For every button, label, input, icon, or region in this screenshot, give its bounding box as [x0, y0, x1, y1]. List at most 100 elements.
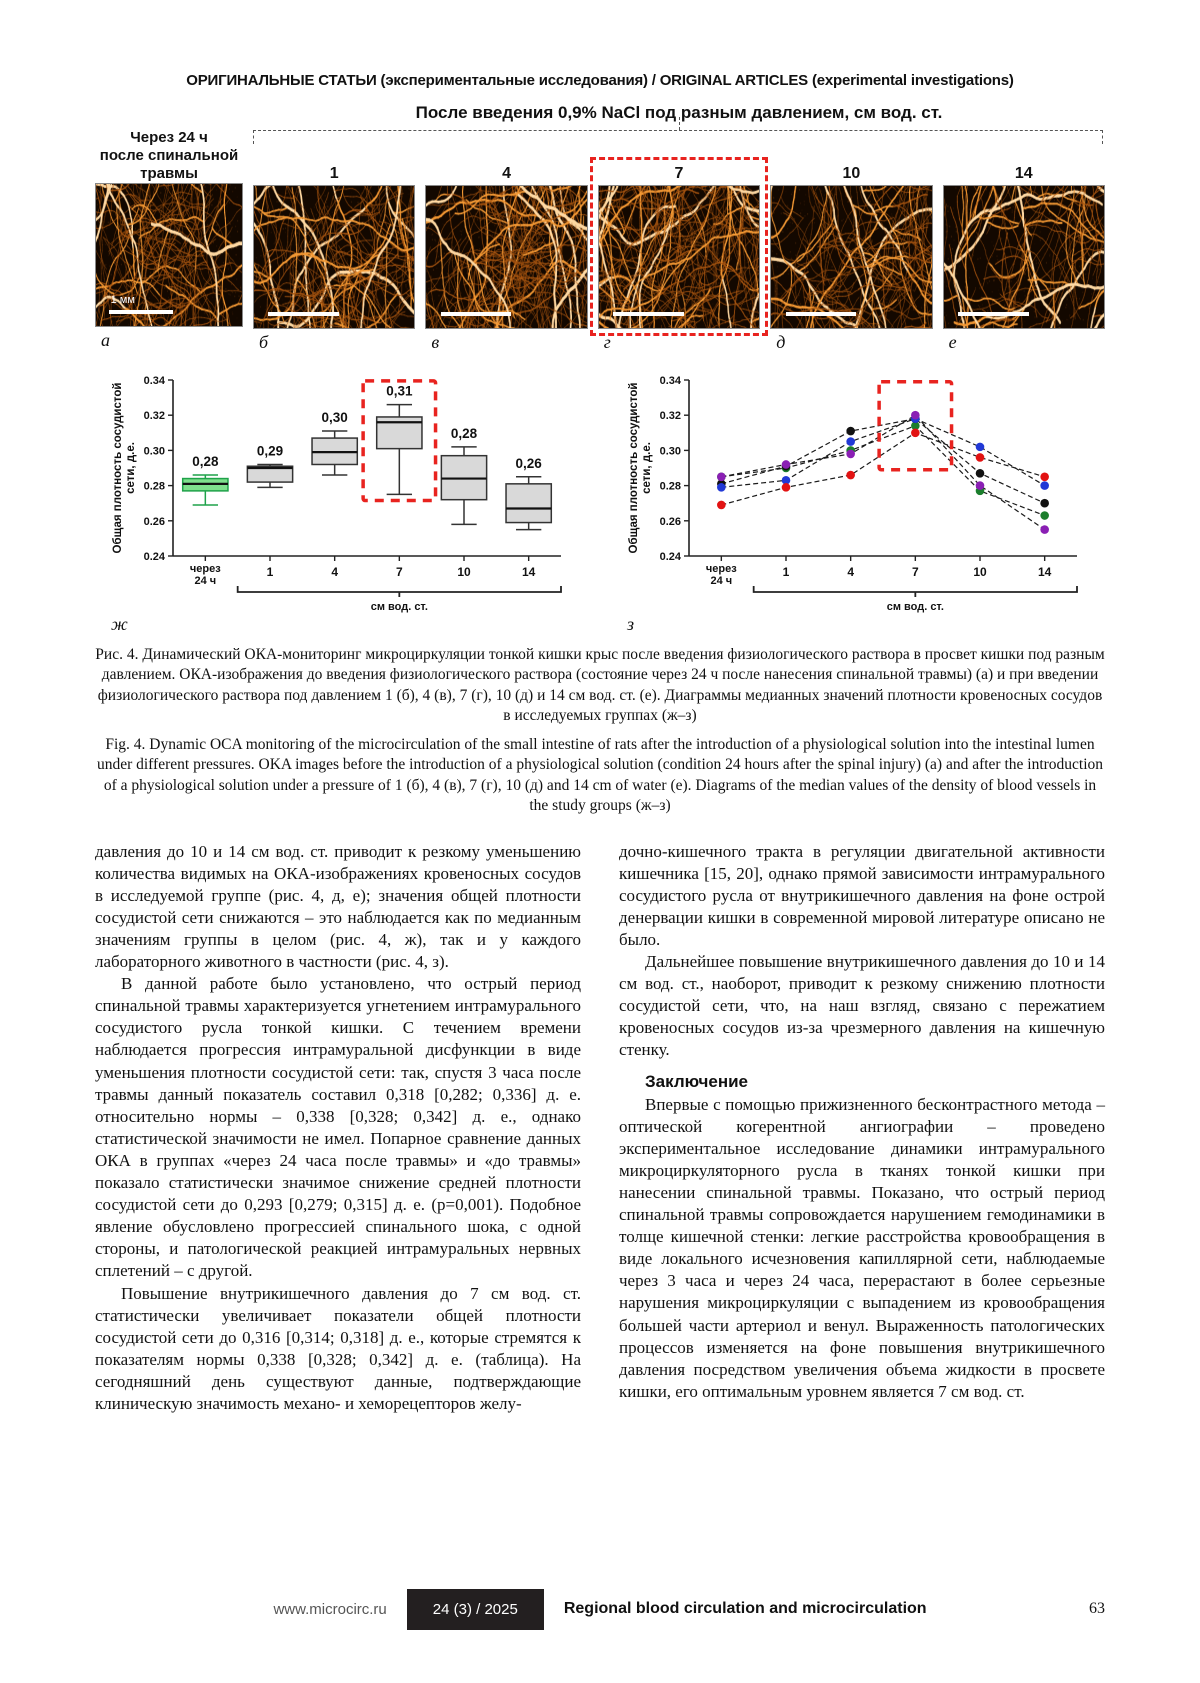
svg-text:0.28: 0.28 [660, 481, 681, 493]
svg-text:4: 4 [847, 565, 854, 579]
individual-lines-panel: 0.24 0.26 0.28 0.30 0.32 0.34 через 24 ч 1 4 7 10 14… [623, 366, 1093, 635]
pressure-label-1: 1 [329, 165, 339, 182]
panel-v-column: 4 в [425, 127, 588, 356]
svg-text:0,31: 0,31 [386, 384, 413, 399]
panel-d-column: 10 д [770, 127, 933, 356]
svg-text:1: 1 [783, 565, 790, 579]
oca-image-7 [597, 185, 761, 329]
svg-text:Общая плотность сосудистойсети: Общая плотность сосудистойсети, д.е. [112, 383, 137, 554]
figure-caption-english: Fig. 4. Dynamic OCA monitoring of the mi… [96, 735, 1104, 815]
figure-caption-russian: Рис. 4. Динамический ОКА-мониторинг микр… [95, 646, 1105, 725]
body-paragraph: давления до 10 и 14 см вод. ст. приводит… [95, 841, 581, 972]
figure-4-image-strip: После введения 0,9% NaCl под разным давл… [95, 103, 1105, 356]
body-paragraph: В данной работе было установлено, что ос… [95, 974, 581, 1281]
svg-text:0.34: 0.34 [144, 375, 166, 387]
panel-letter-a: а [101, 330, 110, 350]
panel-letter-e: е [948, 332, 957, 352]
panel-b-column: 1 б [253, 127, 416, 356]
oca-image-14 [942, 185, 1105, 329]
pressure-brace-stem [678, 117, 680, 130]
svg-text:0,29: 0,29 [257, 443, 283, 458]
svg-text:0.30: 0.30 [144, 445, 165, 457]
panel-e-column: 14 е [942, 127, 1105, 356]
page-number: 63 [1089, 1600, 1105, 1617]
body-paragraph: Впервые с помощью прижизненного бесконтр… [619, 1094, 1105, 1401]
svg-text:0.32: 0.32 [660, 410, 681, 422]
svg-text:0.34: 0.34 [660, 375, 682, 387]
oca-image-1 [253, 185, 416, 329]
oca-angiography-canvas [254, 186, 415, 328]
svg-text:0.28: 0.28 [144, 481, 165, 493]
svg-text:4: 4 [331, 565, 338, 579]
oca-angiography-canvas [771, 186, 932, 328]
body-paragraph: Дальнейшее повышение внутрикишечного дав… [619, 952, 1105, 1060]
baseline-label-line: Через 24 ч [130, 129, 208, 146]
svg-text:24 ч: 24 ч [710, 575, 732, 587]
body-paragraph: дочно-кишечного тракта в регуляции двига… [619, 841, 1105, 949]
panel-g-column-highlighted: 7 г [589, 127, 769, 356]
issue-badge: 24 (3) / 2025 [406, 1588, 544, 1630]
journal-title: Regional blood circulation and microcirc… [563, 1600, 927, 1617]
pressure-label-7: 7 [674, 165, 684, 182]
svg-text:0.32: 0.32 [144, 410, 165, 422]
scale-bar [440, 312, 512, 316]
svg-text:0,28: 0,28 [451, 426, 478, 441]
oca-image-baseline: 1 мм [95, 183, 243, 327]
body-column-right: дочно-кишечного тракта в регуляции двига… [619, 841, 1105, 1415]
panel-letter-d: д [776, 332, 786, 352]
svg-text:7: 7 [912, 565, 919, 579]
svg-text:0.26: 0.26 [660, 516, 681, 528]
oca-angiography-canvas [943, 186, 1104, 328]
svg-text:0.24: 0.24 [660, 551, 682, 563]
journal-url: www.microcirc.ru [273, 1600, 387, 1618]
panel-letter-z: з [627, 614, 635, 634]
page-footer: www.microcirc.ru 24 (3) / 2025 Regional … [95, 1587, 1105, 1631]
article-body: давления до 10 и 14 см вод. ст. приводит… [95, 841, 1105, 1415]
panel-letter-g: г [603, 332, 611, 352]
baseline-label: Через 24 ч после спинальной травмы [95, 127, 243, 183]
panel-letter-v: в [431, 332, 440, 352]
oca-angiography-canvas [96, 184, 242, 326]
svg-text:14: 14 [522, 565, 536, 579]
oca-image-10 [770, 185, 933, 329]
scale-bar [613, 312, 684, 316]
svg-text:0,30: 0,30 [322, 410, 348, 425]
oca-image-4 [425, 185, 588, 329]
figure-pressure-title: После введения 0,9% NaCl под разным давл… [415, 103, 943, 122]
scale-bar [785, 312, 857, 316]
baseline-label-line: после спинальной [99, 147, 239, 164]
section-heading: Заключение [645, 1071, 748, 1091]
body-column-left: давления до 10 и 14 см вод. ст. приводит… [95, 841, 581, 1415]
panel-letter-zh: ж [111, 614, 128, 634]
svg-text:через: через [706, 563, 737, 575]
svg-text:7: 7 [396, 565, 403, 579]
svg-text:через: через [190, 563, 221, 575]
scale-bar-label: 1 мм [110, 294, 135, 306]
svg-text:10: 10 [973, 565, 987, 579]
svg-text:0.26: 0.26 [144, 516, 165, 528]
svg-text:24 ч: 24 ч [194, 575, 216, 587]
svg-text:10: 10 [457, 565, 471, 579]
body-paragraph: Повышение внутрикишечного давления до 7 … [95, 1283, 581, 1413]
svg-text:0,26: 0,26 [516, 456, 543, 471]
svg-text:см вод. ст.: см вод. ст. [371, 601, 428, 613]
svg-text:1: 1 [267, 565, 274, 579]
scale-bar [109, 310, 174, 314]
scale-bar [958, 312, 1029, 316]
baseline-label-line: травмы [140, 165, 198, 182]
panel-a-column: Через 24 ч после спинальной травмы 1 мм … [95, 127, 243, 356]
pressure-label-14: 14 [1014, 165, 1033, 182]
pressure-brace [253, 130, 1103, 144]
oca-angiography-canvas [598, 186, 760, 328]
svg-text:0,28: 0,28 [192, 454, 219, 469]
pressure-label-10: 10 [842, 165, 861, 182]
oca-angiography-canvas [426, 186, 587, 328]
svg-text:14: 14 [1038, 565, 1052, 579]
pressure-label-4: 4 [502, 165, 512, 182]
scale-bar [268, 312, 339, 316]
svg-text:0.30: 0.30 [660, 445, 681, 457]
panel-letter-b: б [259, 332, 269, 352]
